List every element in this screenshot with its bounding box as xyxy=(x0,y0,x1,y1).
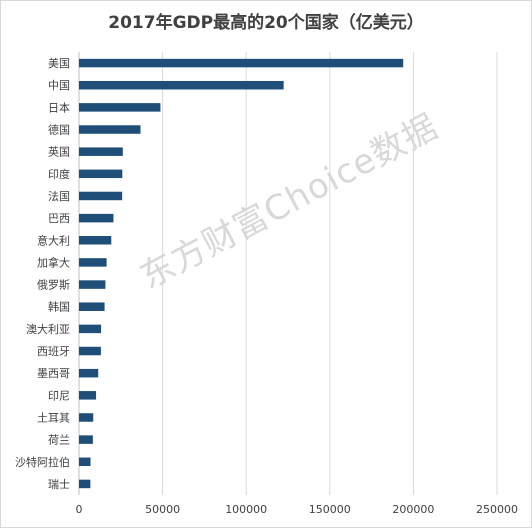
y-tick-label: 英国 xyxy=(48,145,70,159)
bar xyxy=(79,435,93,444)
bar xyxy=(79,236,112,245)
bar xyxy=(79,58,404,68)
bar xyxy=(79,103,161,112)
y-tick-label: 土耳其 xyxy=(37,411,70,424)
y-tick-label: 中国 xyxy=(48,79,70,92)
bar xyxy=(79,368,99,378)
bar xyxy=(79,346,101,356)
x-tick-label: 200000 xyxy=(392,503,434,516)
y-tick-label: 德国 xyxy=(48,123,70,137)
y-tick-label: 美国 xyxy=(48,57,70,70)
bar xyxy=(79,80,284,90)
bar xyxy=(79,213,114,223)
y-tick-label: 法国 xyxy=(48,189,70,203)
y-tick-label: 日本 xyxy=(48,100,70,114)
bar xyxy=(79,324,102,334)
x-tick-label: 250000 xyxy=(476,503,518,516)
y-tick-label: 加拿大 xyxy=(37,255,70,269)
x-tick-label: 150000 xyxy=(309,503,351,516)
bar xyxy=(79,479,91,489)
y-tick-label: 沙特阿拉伯 xyxy=(15,455,70,469)
y-tick-label: 澳大利亚 xyxy=(26,322,70,336)
y-tick-label: 印度 xyxy=(48,167,70,181)
y-tick-label: 意大利 xyxy=(37,233,70,247)
bar xyxy=(79,457,91,467)
y-tick-label: 印尼 xyxy=(48,389,70,402)
y-tick-label: 荷兰 xyxy=(48,434,70,447)
y-tick-label: 瑞士 xyxy=(48,477,70,491)
bar xyxy=(79,169,123,179)
y-tick-label: 西班牙 xyxy=(37,345,70,358)
x-tick-label: 0 xyxy=(76,503,83,516)
y-tick-label: 巴西 xyxy=(48,212,70,225)
bar xyxy=(79,413,94,422)
y-tick-label: 俄罗斯 xyxy=(37,279,70,292)
bar xyxy=(79,391,97,400)
y-tick-label: 墨西哥 xyxy=(37,367,70,380)
y-tick-label: 韩国 xyxy=(48,300,70,314)
bar xyxy=(79,280,106,289)
bar xyxy=(79,125,141,134)
x-tick-label: 50000 xyxy=(145,503,180,516)
x-tick-label: 100000 xyxy=(225,503,267,516)
bar xyxy=(79,302,105,311)
bar xyxy=(79,258,107,267)
bar xyxy=(79,147,123,156)
chart-title: 2017年GDP最高的20个国家（亿美元） xyxy=(108,13,424,33)
bar xyxy=(79,191,123,201)
